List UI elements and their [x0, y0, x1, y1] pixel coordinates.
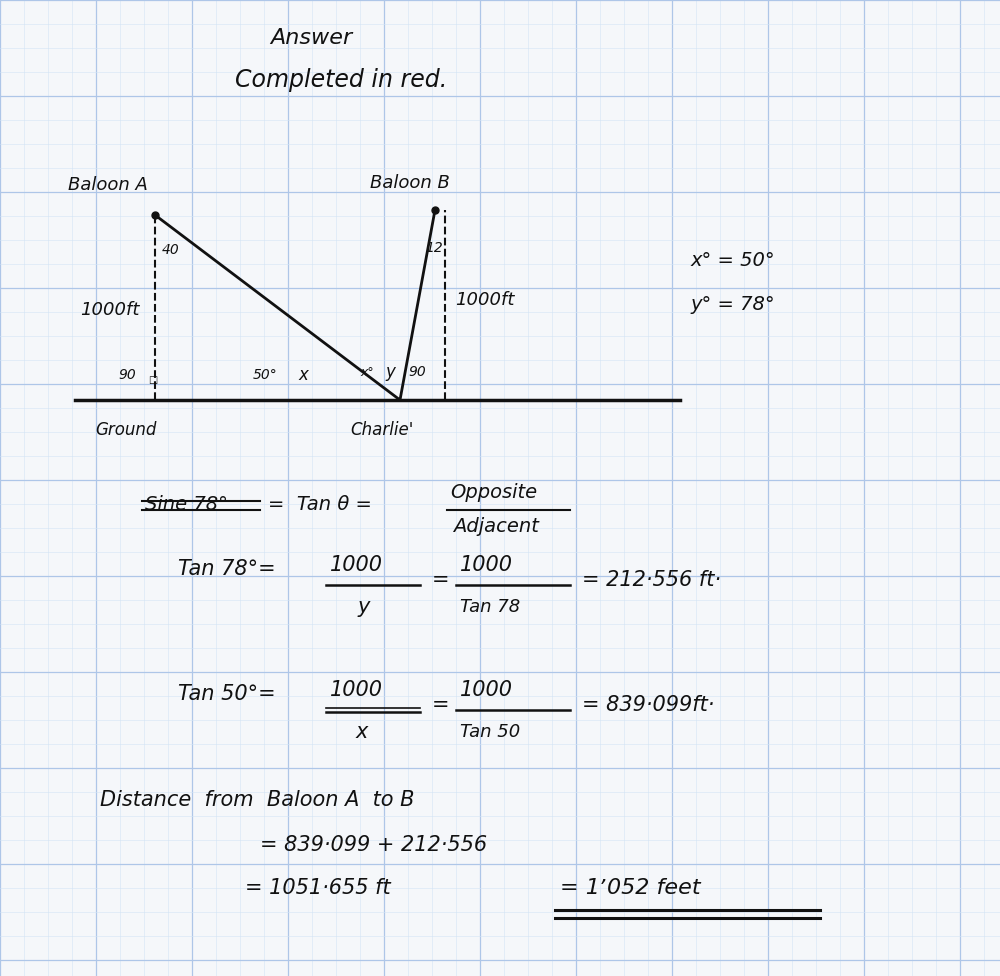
Text: 1000: 1000 — [460, 555, 513, 575]
Text: 12: 12 — [425, 241, 443, 255]
Text: Tan 78°=: Tan 78°= — [178, 559, 276, 579]
Text: = 1ʼ052 feet: = 1ʼ052 feet — [560, 878, 701, 898]
Text: Sine 78°: Sine 78° — [145, 496, 228, 514]
Text: x: x — [356, 722, 368, 742]
Text: Opposite: Opposite — [450, 483, 537, 503]
Text: Adjacent: Adjacent — [453, 517, 539, 537]
Text: y: y — [358, 597, 370, 617]
Text: 90: 90 — [408, 365, 426, 379]
Text: =: = — [432, 695, 450, 715]
Text: 1000ft: 1000ft — [80, 301, 139, 319]
Text: 50°: 50° — [253, 368, 278, 382]
Text: = 1051·655 ft: = 1051·655 ft — [245, 878, 391, 898]
Text: Baloon A: Baloon A — [68, 176, 148, 194]
Text: x°: x° — [360, 365, 374, 379]
Text: x: x — [298, 366, 308, 384]
Text: = 212·556 ft·: = 212·556 ft· — [582, 570, 721, 590]
Text: Tan 50°=: Tan 50°= — [178, 684, 276, 704]
Text: Charlie': Charlie' — [350, 421, 413, 439]
Text: y: y — [385, 363, 395, 381]
Text: Distance  from  Baloon A  to B: Distance from Baloon A to B — [100, 790, 415, 810]
Text: = 839·099 + 212·556: = 839·099 + 212·556 — [260, 835, 487, 855]
Text: =  Tan θ =: = Tan θ = — [268, 496, 372, 514]
Text: Tan 50: Tan 50 — [460, 723, 520, 741]
Text: Answer: Answer — [270, 28, 352, 48]
Text: 1000ft: 1000ft — [455, 291, 514, 309]
Text: 1000: 1000 — [460, 680, 513, 700]
Text: =: = — [432, 570, 450, 590]
Text: y° = 78°: y° = 78° — [690, 296, 775, 314]
Text: 90: 90 — [118, 368, 136, 382]
Text: Ground: Ground — [95, 421, 156, 439]
Text: 40: 40 — [162, 243, 180, 257]
Text: 1000: 1000 — [330, 555, 383, 575]
Text: Baloon B: Baloon B — [370, 174, 450, 192]
Text: 1000: 1000 — [330, 680, 383, 700]
Text: = 839·099ft·: = 839·099ft· — [582, 695, 714, 715]
Text: Tan 78: Tan 78 — [460, 598, 520, 616]
Text: x° = 50°: x° = 50° — [690, 251, 775, 269]
Text: Completed in red.: Completed in red. — [235, 68, 447, 92]
Text: □: □ — [148, 375, 157, 385]
